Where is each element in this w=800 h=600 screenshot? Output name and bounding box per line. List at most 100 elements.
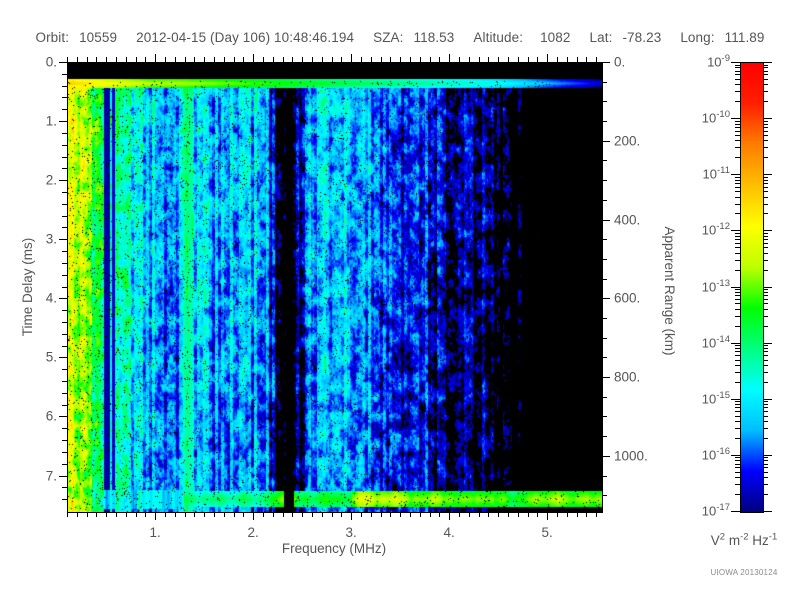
- colorbar-minor-tick: [735, 316, 740, 317]
- colorbar-minor-tick: [735, 270, 740, 271]
- colorbar-minor-tick: [763, 345, 768, 346]
- x-axis-top-tick: [518, 57, 519, 62]
- y-axis-left-minor-tick: [62, 168, 67, 169]
- sza-label: SZA:: [373, 30, 404, 45]
- x-axis-major-tick: [155, 512, 156, 520]
- colorbar-minor-tick: [763, 177, 768, 178]
- colorbar-minor-tick: [735, 309, 740, 310]
- y-axis-right-tick-label: 400.: [614, 212, 641, 228]
- colorbar-major-tick: [731, 343, 740, 344]
- x-axis-top-tick: [410, 57, 411, 62]
- x-axis-minor-tick: [136, 512, 137, 517]
- colorbar-minor-tick: [763, 438, 768, 439]
- colorbar-minor-tick: [735, 236, 740, 237]
- y-axis-left-minor-tick: [62, 487, 67, 488]
- x-axis-top-tick: [567, 57, 568, 62]
- colorbar-minor-tick: [763, 299, 768, 300]
- y-axis-left-tick-label: 4.: [45, 290, 57, 306]
- colorbar-minor-tick: [735, 351, 740, 352]
- y-axis-left-minor-tick: [62, 216, 67, 217]
- colorbar-minor-tick: [735, 204, 740, 205]
- colorbar-units-label: V2 m-2 Hz-1: [710, 531, 778, 548]
- x-axis-minor-tick: [77, 512, 78, 517]
- colorbar-minor-tick: [763, 316, 768, 317]
- colorbar-major-tick: [763, 287, 772, 288]
- colorbar-major-tick: [763, 343, 772, 344]
- y-axis-left-title-text: Time Delay (ms): [20, 237, 35, 337]
- x-axis-top-tick: [185, 57, 186, 62]
- colorbar-minor-tick: [735, 348, 740, 349]
- y-axis-right-tick-label: 0.: [614, 54, 626, 70]
- x-axis-minor-tick: [204, 512, 205, 517]
- x-axis-top-tick: [175, 57, 176, 62]
- y-axis-left-minor-tick: [62, 428, 67, 429]
- x-axis-top-tick: [351, 54, 352, 62]
- colorbar-minor-tick: [735, 140, 740, 141]
- y-axis-left-minor-tick: [62, 97, 67, 98]
- y-axis-left-tick-label: 0.: [45, 54, 57, 70]
- x-axis-top-tick: [498, 57, 499, 62]
- x-axis-top-tick: [136, 57, 137, 62]
- x-axis-minor-tick: [234, 512, 235, 517]
- colorbar-major-tick: [763, 230, 772, 231]
- y-axis-left-tick-label: 6.: [45, 408, 57, 424]
- colorbar-minor-tick: [763, 131, 768, 132]
- x-axis-minor-tick: [361, 512, 362, 517]
- colorbar-major-tick: [731, 62, 740, 63]
- x-axis-minor-tick: [430, 512, 431, 517]
- long-value: 111.89: [724, 30, 765, 45]
- x-axis-top-tick: [537, 57, 538, 62]
- x-axis-top-tick: [214, 57, 215, 62]
- colorbar-minor-tick: [763, 421, 768, 422]
- x-axis-minor-tick: [410, 512, 411, 517]
- x-axis-minor-tick: [341, 512, 342, 517]
- colorbar-minor-tick: [735, 127, 740, 128]
- x-axis-top-tick: [67, 57, 68, 62]
- altitude-value: 1082: [540, 30, 571, 45]
- colorbar-minor-tick: [763, 74, 768, 75]
- x-axis-minor-tick: [371, 512, 372, 517]
- colorbar-minor-tick: [735, 467, 740, 468]
- colorbar-minor-tick: [763, 121, 768, 122]
- colorbar-minor-tick: [735, 494, 740, 495]
- y-axis-left-minor-tick: [62, 275, 67, 276]
- colorbar-minor-tick: [735, 372, 740, 373]
- colorbar-major-tick: [731, 174, 740, 175]
- orbit-value: 10559: [79, 30, 118, 45]
- x-axis-tick-label: 5.: [541, 525, 553, 540]
- y-axis-right-major-tick: [602, 377, 610, 378]
- colorbar-minor-tick: [735, 191, 740, 192]
- colorbar-minor-tick: [735, 428, 740, 429]
- colorbar-minor-tick: [735, 345, 740, 346]
- y-axis-right-minor-tick: [602, 436, 607, 437]
- x-axis-top-tick: [312, 57, 313, 62]
- x-axis-minor-tick: [214, 512, 215, 517]
- colorbar-minor-tick: [735, 326, 740, 327]
- y-axis-left-major-tick: [59, 180, 67, 181]
- x-axis-minor-tick: [537, 512, 538, 517]
- sza-value: 118.53: [413, 30, 455, 45]
- y-axis-right-minor-tick: [602, 476, 607, 477]
- colorbar-minor-tick: [735, 233, 740, 234]
- long-label: Long:: [680, 30, 715, 45]
- credit-label: UIOWA 20130124: [710, 568, 778, 577]
- y-axis-right-minor-tick: [602, 338, 607, 339]
- colorbar-minor-tick: [735, 416, 740, 417]
- y-axis-right-major-tick: [602, 62, 610, 63]
- colorbar-minor-tick: [763, 457, 768, 458]
- colorbar-tick-label: 10-14: [701, 333, 730, 351]
- x-axis-tick-label: 2.: [247, 525, 259, 540]
- colorbar-minor-tick: [735, 71, 740, 72]
- colorbar-minor-tick: [763, 270, 768, 271]
- colorbar-minor-tick: [763, 140, 768, 141]
- y-axis-left-minor-tick: [62, 334, 67, 335]
- x-axis-top-tick: [430, 57, 431, 62]
- y-axis-left-major-tick: [59, 357, 67, 358]
- colorbar-minor-tick: [735, 457, 740, 458]
- colorbar-major-tick: [763, 118, 772, 119]
- x-axis-top-tick: [508, 57, 509, 62]
- y-axis-left-minor-tick: [62, 204, 67, 205]
- colorbar-tick-label: 10-17: [701, 502, 730, 519]
- colorbar-minor-tick: [763, 411, 768, 412]
- x-axis-minor-tick: [194, 512, 195, 517]
